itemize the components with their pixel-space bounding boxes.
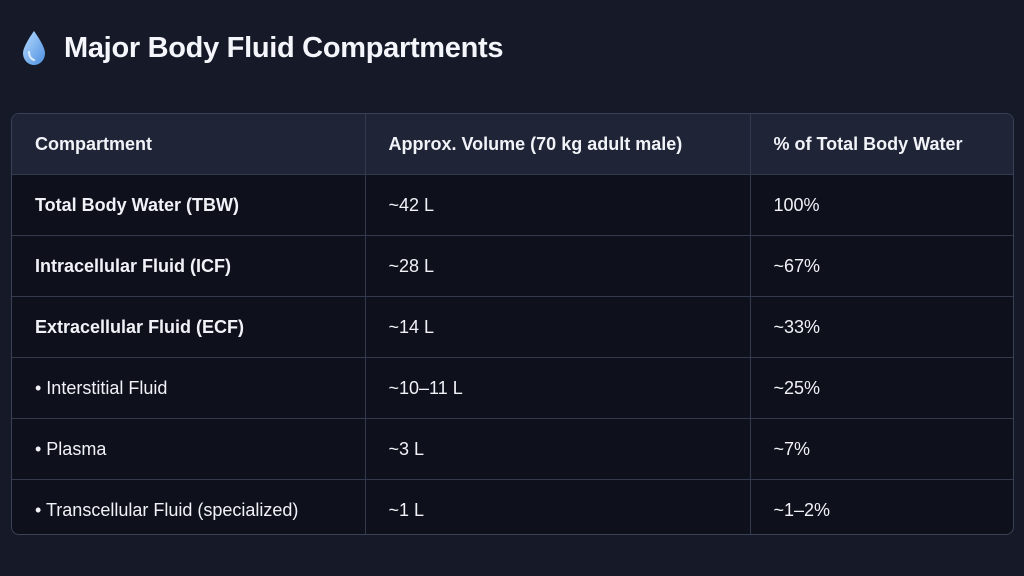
cell-volume: ~42 L bbox=[365, 174, 751, 236]
page-title: Major Body Fluid Compartments bbox=[64, 31, 504, 64]
column-header-compartment: Compartment bbox=[12, 114, 366, 175]
water-drop-icon bbox=[20, 30, 48, 66]
cell-compartment: Intracellular Fluid (ICF) bbox=[12, 235, 366, 297]
table-row: Total Body Water (TBW) ~42 L 100% bbox=[12, 174, 1013, 236]
fluid-compartments-table: Compartment Approx. Volume (70 kg adult … bbox=[11, 113, 1014, 535]
table-row: • Plasma ~3 L ~7% bbox=[12, 418, 1013, 480]
cell-volume: ~28 L bbox=[365, 235, 751, 297]
cell-percent: 100% bbox=[750, 174, 1013, 236]
cell-volume: ~1 L bbox=[365, 479, 751, 534]
cell-compartment: Total Body Water (TBW) bbox=[12, 174, 366, 236]
cell-percent: ~7% bbox=[750, 418, 1013, 480]
table-row: • Interstitial Fluid ~10–11 L ~25% bbox=[12, 357, 1013, 419]
table-row: Intracellular Fluid (ICF) ~28 L ~67% bbox=[12, 235, 1013, 297]
cell-volume: ~3 L bbox=[365, 418, 751, 480]
table-header-row: Compartment Approx. Volume (70 kg adult … bbox=[12, 114, 1013, 175]
cell-compartment: • Transcellular Fluid (specialized) bbox=[12, 479, 366, 534]
table-row: Extracellular Fluid (ECF) ~14 L ~33% bbox=[12, 296, 1013, 358]
cell-compartment: Extracellular Fluid (ECF) bbox=[12, 296, 366, 358]
table-row: • Transcellular Fluid (specialized) ~1 L… bbox=[12, 479, 1013, 534]
cell-volume: ~14 L bbox=[365, 296, 751, 358]
cell-percent: ~25% bbox=[750, 357, 1013, 419]
cell-compartment: • Plasma bbox=[12, 418, 366, 480]
title-row: Major Body Fluid Compartments bbox=[20, 26, 504, 70]
cell-percent: ~1–2% bbox=[773, 499, 831, 520]
cell-percent: ~33% bbox=[750, 296, 1013, 358]
column-header-volume: Approx. Volume (70 kg adult male) bbox=[365, 114, 751, 175]
column-header-percent: % of Total Body Water bbox=[750, 114, 1013, 175]
cell-percent: ~67% bbox=[750, 235, 1013, 297]
cell-volume: ~10–11 L bbox=[365, 357, 751, 419]
cell-compartment: • Interstitial Fluid bbox=[12, 357, 366, 419]
